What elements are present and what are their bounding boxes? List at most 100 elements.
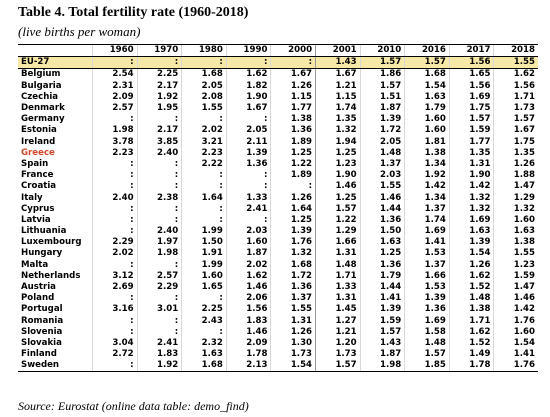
cell: 1.89 [270,170,316,182]
row-label: Romania [21,315,64,326]
cell: 2.31 [92,80,138,92]
cell: 2.03 [359,170,405,182]
cell: 1.73 [493,102,538,115]
cell: 1.44 [359,281,405,294]
cell: 1.66 [404,270,450,282]
row-label: Bulgaria [21,80,62,91]
cell: 1.76 [493,360,538,373]
cell: 1.54 [493,337,538,350]
cell: 1.32 [448,192,494,204]
cell: 1.73 [315,349,361,361]
table-row: Italy 2.40 2.38 1.64 1.33 1.26 1.25 1.46 1.34 1.3… [18,192,538,204]
cell: 1.67 [225,102,271,115]
cell: 1.41 [404,237,450,249]
cell: 1.73 [270,349,316,361]
table-row: EU-27:::::1.43 1.57 1.57 1.56 1.55 [18,56,538,70]
cell: 1.51 [359,91,405,103]
cell: 1.25 [359,248,405,260]
cell: 1.67 [493,125,538,137]
cell: 1.92 [136,91,182,103]
cell: 1.22 [270,158,316,171]
cell: 1.25 [315,192,361,204]
cell: 1.59 [359,315,405,327]
cell: 1.87 [359,349,405,361]
table-row: Latvia::::1.25 1.22 1.36 1.74 1.69 1.60 [18,214,538,226]
cell: 2.38 [136,192,182,204]
cell: 1.43 [359,337,405,350]
cell: 1.31 [315,248,361,260]
cell: 1.60 [493,326,538,338]
row-label: Malta [21,259,49,270]
cell: 1.21 [315,80,361,92]
column-header: 2000 [270,43,316,58]
cell: : [92,56,138,70]
cell: 1.62 [448,326,494,338]
cell: 3.78 [92,136,138,148]
cell: 2.09 [92,91,138,103]
cell: 1.97 [136,237,182,249]
cell: 2.05 [359,136,405,148]
cell: 1.77 [270,102,316,115]
cell: : [92,214,138,226]
cell: 1.71 [448,315,494,327]
cell: 2.06 [225,293,271,305]
cell: : [225,56,271,70]
cell: 1.87 [225,248,271,260]
cell: 1.41 [493,349,538,361]
cell: 1.43 [315,56,361,70]
row-label: Italy [21,192,43,203]
cell: 1.35 [315,114,361,126]
table-body: EU-27:::::1.43 1.57 1.57 1.56 1.55 Belgium 2.5… [18,56,538,373]
cell: : [181,181,227,193]
cell: 1.71 [493,91,538,103]
cell: 1.53 [404,248,450,260]
cell: 1.32 [270,248,316,260]
cell: 1.54 [448,248,494,260]
cell: 2.40 [92,192,138,204]
cell: 1.67 [270,68,316,81]
cell: 1.62 [225,270,271,282]
cell: 1.82 [225,80,271,92]
row-label: EU-27 [18,56,93,70]
row-label: Poland [21,293,55,304]
cell: 1.63 [181,349,227,361]
cell: 1.60 [404,125,450,137]
cell: 1.42 [448,181,494,193]
cell: 1.81 [404,136,450,148]
cell: 1.55 [493,56,538,70]
row-label: Slovakia [21,337,62,348]
cell: 1.62 [493,68,538,81]
row-label: Lithuania [21,226,67,237]
cell: 1.55 [270,304,316,316]
row-label: Germany [21,114,65,125]
cell: 1.33 [315,281,361,294]
cell: 1.37 [270,293,316,305]
cell: : [225,214,271,226]
cell: : [92,315,138,327]
cell: 1.57 [359,80,405,92]
row-label: Czechia [21,91,59,102]
cell: 1.85 [404,360,450,373]
cell: 1.50 [181,237,227,249]
cell: 1.69 [404,315,450,327]
cell: 1.60 [404,114,450,126]
cell: 1.38 [404,147,450,159]
cell: 1.57 [404,349,450,361]
cell: : [136,293,182,305]
cell: 2.57 [136,270,182,282]
column-header: 1970 [136,43,182,58]
cell: 1.48 [404,337,450,350]
cell: 1.78 [448,360,494,373]
cell: 1.32 [493,203,538,215]
cell: 2.29 [136,281,182,294]
cell: 1.83 [136,349,182,361]
cell: 1.88 [493,170,538,182]
cell: 1.64 [181,192,227,204]
cell: 1.60 [493,214,538,226]
cell: 3.21 [181,136,227,148]
cell: 1.74 [404,214,450,226]
cell: 1.90 [225,91,271,103]
cell: : [136,158,182,171]
table-row: Malta::1.99 2.02 1.68 1.48 1.36 1.37 1.26 1.23 [18,259,538,271]
cell: 1.98 [92,125,138,137]
